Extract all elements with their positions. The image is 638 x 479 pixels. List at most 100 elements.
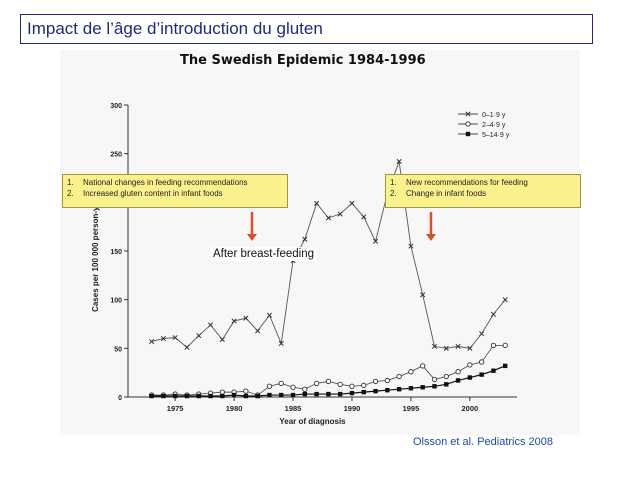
series-line [151,344,506,396]
data-point [465,131,471,137]
data-point [361,382,367,388]
data-point [267,392,272,398]
data-point [385,387,390,393]
data-point [337,391,343,397]
data-point [290,384,296,390]
legend-label: 5–14·9 y [482,132,510,139]
data-point [302,236,308,242]
callout-right: 1. New recommendations for feeding 2. Chan… [385,174,581,208]
data-point [208,393,213,399]
callout-right-item-2: 2. Change in infant foods [390,189,487,198]
data-point [467,345,473,351]
data-point [184,393,190,399]
data-point [372,238,379,244]
data-point [349,390,355,396]
data-point [420,292,426,298]
data-point [444,382,449,387]
data-point [243,393,249,399]
data-point [491,368,496,373]
callout-right-item-1: 1. New recommendations for feeding [390,178,528,187]
data-point [314,200,320,206]
data-point [502,342,508,349]
data-point [384,377,390,384]
data-point [172,393,178,399]
data-point [467,362,473,368]
data-point [279,392,284,398]
data-point [219,389,225,395]
data-point [160,336,166,342]
data-point [455,343,461,349]
x-tick-label: 1985 [285,404,302,413]
data-point [325,378,332,385]
data-point [243,315,249,321]
data-point [302,386,308,392]
data-point [243,388,249,394]
arrow-left [247,212,257,241]
data-point [337,381,343,387]
series-1 [149,158,508,351]
data-point [349,200,355,206]
y-tick-label: 50 [114,346,122,353]
data-point [396,373,402,380]
data-point [172,335,178,341]
data-point [231,392,237,398]
data-point [361,389,366,395]
data-point [231,318,237,324]
callout-left-item-1: 1. National changes in feeding recommenda… [67,178,248,187]
data-point [326,391,331,397]
data-point [373,388,378,394]
data-point [161,393,166,399]
data-point [372,378,379,385]
data-point [420,363,426,369]
data-point [396,387,402,392]
data-point [302,391,308,397]
data-point [432,384,437,389]
data-point [431,376,438,383]
y-axis-label: Cases per 100 000 person-years [91,190,100,312]
y-tick-label: 300 [110,103,122,110]
data-point [479,372,484,377]
data-point [478,359,485,365]
x-tick-label: 1995 [403,404,420,413]
data-point [490,342,497,349]
series-3 [149,363,508,399]
data-point [149,393,154,399]
data-point [455,369,461,375]
data-point [420,385,425,390]
data-point [408,386,414,391]
data-point [220,393,225,399]
chart-title: The Swedish Epidemic 1984-1996 [180,53,426,68]
legend-label: 2–4·9 y [482,122,506,129]
data-point [149,338,155,345]
data-point [467,375,473,380]
data-point [196,333,202,339]
x-tick-label: 1975 [167,404,184,413]
y-tick-label: 250 [110,152,122,159]
callout-left: 1. National changes in feeding recommenda… [62,174,288,208]
y-tick-label: 0 [118,395,122,402]
data-point [255,393,260,399]
data-point [184,344,190,350]
x-tick-label: 1980 [226,404,243,413]
data-point [196,393,201,399]
data-point [325,215,331,221]
data-point [313,380,320,387]
data-point [207,322,214,328]
data-point [278,380,284,387]
data-point [349,383,355,389]
data-point [290,392,296,398]
x-tick-label: 2000 [462,404,479,413]
data-point [266,312,273,318]
data-point [255,328,261,334]
x-axis-label: Year of diagnosis [279,417,346,426]
data-point [465,111,471,117]
x-tick-label: 1990 [344,404,361,413]
slide-title: Impact de l’âge d’introduction du gluten [20,14,593,44]
data-point [443,345,449,351]
data-point [455,378,461,383]
legend-label: 0–1·9 y [482,112,506,119]
y-tick-label: 100 [110,298,122,305]
data-point [266,383,273,389]
data-point [337,211,343,217]
